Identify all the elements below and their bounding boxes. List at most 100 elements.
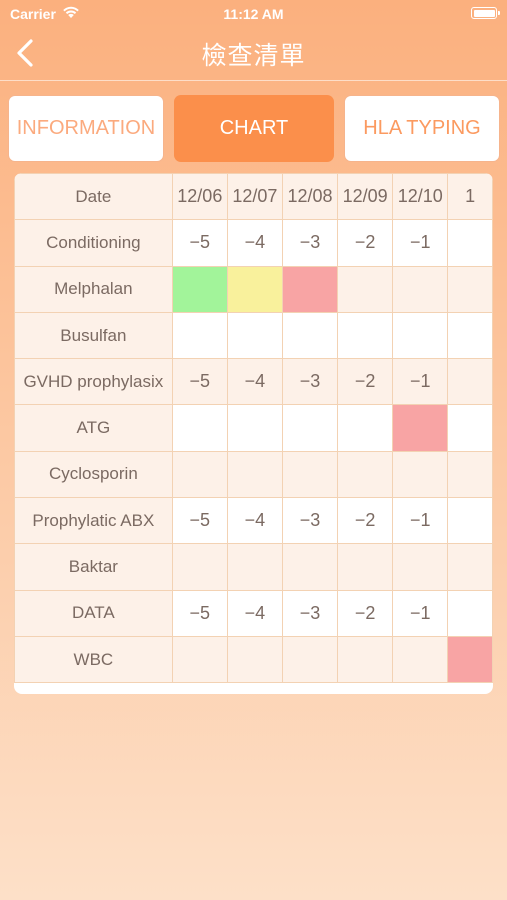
segment-tabs: INFORMATION CHART HLA TYPING [8, 95, 500, 162]
table-cell[interactable] [447, 311, 493, 360]
table-cell[interactable] [226, 543, 283, 591]
carrier-label: Carrier [10, 6, 56, 22]
table-cell[interactable] [281, 635, 339, 684]
table-cell[interactable]: −5 [171, 497, 228, 545]
date-column-header: 12/07 [226, 173, 283, 221]
row-label: GVHD prophylasix [14, 358, 173, 406]
table-cell[interactable] [226, 265, 283, 313]
date-column-header: 12/10 [392, 173, 449, 221]
row-label: WBC [14, 635, 173, 684]
table-cell[interactable]: −4 [226, 589, 283, 637]
table-cell[interactable]: −2 [337, 219, 394, 267]
table-cell[interactable]: −4 [226, 358, 283, 406]
header-date-label: Date [14, 173, 173, 221]
table-row: WBC [14, 635, 493, 684]
table-cell[interactable]: −2 [337, 589, 394, 637]
table-cell[interactable] [171, 311, 228, 360]
page-title: 檢查清單 [201, 42, 306, 70]
status-time: 11:12 AM [223, 6, 284, 22]
table-header-row: Date 12/06 12/07 12/08 12/09 12/10 1 [14, 173, 493, 221]
date-column-header: 12/06 [171, 173, 228, 221]
table-cell[interactable] [171, 635, 228, 684]
date-column-header: 1 [447, 173, 493, 221]
table-cell[interactable] [447, 219, 493, 267]
table-cell[interactable] [226, 404, 283, 452]
table-cell[interactable] [171, 543, 228, 591]
table-row: GVHD prophylasix −5 −4 −3 −2 −1 [14, 358, 493, 406]
table-cell[interactable]: −2 [337, 358, 394, 406]
table-cell[interactable] [447, 265, 493, 313]
tab-hla-typing[interactable]: HLA TYPING [344, 95, 500, 162]
table-cell[interactable] [226, 450, 283, 499]
table-cell[interactable] [447, 497, 493, 545]
table-cell[interactable] [337, 635, 394, 684]
table-cell[interactable]: −5 [171, 358, 228, 406]
table-cell[interactable] [337, 311, 394, 360]
table-row: Melphalan [14, 265, 493, 313]
date-column-header: 12/08 [281, 173, 339, 221]
table-cell[interactable]: −1 [392, 358, 449, 406]
table-cell[interactable]: −1 [392, 497, 449, 545]
table-cell[interactable]: −1 [392, 589, 449, 637]
table-cell[interactable] [392, 635, 449, 684]
table-cell[interactable] [447, 358, 493, 406]
row-label: ATG [14, 404, 173, 452]
table-cell[interactable] [226, 635, 283, 684]
table-row: Prophylatic ABX −5 −4 −3 −2 −1 [14, 497, 493, 545]
table-row: Busulfan [14, 311, 493, 360]
status-bar: Carrier 11:12 AM [0, 0, 507, 28]
table-cell[interactable]: −4 [226, 219, 283, 267]
schedule-grid: Date 12/06 12/07 12/08 12/09 12/10 1 Conditioni… [14, 173, 493, 684]
table-cell[interactable]: −3 [281, 589, 339, 637]
navigation-bar: 檢查清單 [0, 28, 507, 81]
table-row: Baktar [14, 543, 493, 591]
table-cell[interactable]: −3 [281, 358, 339, 406]
table-cell[interactable]: −4 [226, 497, 283, 545]
table-row: Conditioning −5 −4 −3 −2 −1 [14, 219, 493, 267]
table-cell[interactable] [392, 265, 449, 313]
tab-information[interactable]: INFORMATION [8, 95, 164, 162]
table-cell[interactable]: −5 [171, 589, 228, 637]
table-cell[interactable]: −1 [392, 219, 449, 267]
tab-chart[interactable]: CHART [174, 95, 334, 162]
table-cell[interactable] [392, 543, 449, 591]
table-cell[interactable] [337, 543, 394, 591]
row-label: Melphalan [14, 265, 173, 313]
table-cell[interactable]: −5 [171, 219, 228, 267]
table-cell[interactable]: −2 [337, 497, 394, 545]
table-cell[interactable] [226, 311, 283, 360]
table-cell[interactable] [281, 543, 339, 591]
row-label: DATA [14, 589, 173, 637]
table-row: ATG [14, 404, 493, 452]
table-cell[interactable] [447, 450, 493, 499]
table-cell[interactable]: −3 [281, 497, 339, 545]
table-cell[interactable] [281, 311, 339, 360]
table-cell[interactable] [392, 311, 449, 360]
row-label: Conditioning [14, 219, 173, 267]
table-cell[interactable] [447, 635, 493, 684]
table-cell[interactable] [171, 404, 228, 452]
table-cell[interactable] [337, 450, 394, 499]
table-cell[interactable] [281, 404, 339, 452]
chart-table[interactable]: Date 12/06 12/07 12/08 12/09 12/10 1 Conditioni… [14, 173, 493, 694]
table-cell[interactable] [447, 543, 493, 591]
table-cell[interactable] [392, 450, 449, 499]
chevron-left-icon[interactable] [14, 38, 36, 68]
table-cell[interactable] [447, 589, 493, 637]
wifi-icon [63, 6, 79, 18]
table-cell[interactable] [281, 265, 339, 313]
table-cell[interactable] [171, 450, 228, 499]
battery-icon [471, 7, 500, 19]
table-row: DATA −5 −4 −3 −2 −1 [14, 589, 493, 637]
row-label: Baktar [14, 543, 173, 591]
row-label: Busulfan [14, 311, 173, 360]
table-row: Cyclosporin [14, 450, 493, 499]
table-cell[interactable] [337, 404, 394, 452]
table-cell[interactable]: −3 [281, 219, 339, 267]
table-cell[interactable] [171, 265, 228, 313]
table-cell[interactable] [337, 265, 394, 313]
table-cell[interactable] [447, 404, 493, 452]
table-cell[interactable] [281, 450, 339, 499]
row-label: Cyclosporin [14, 450, 173, 499]
table-cell[interactable] [392, 404, 449, 452]
